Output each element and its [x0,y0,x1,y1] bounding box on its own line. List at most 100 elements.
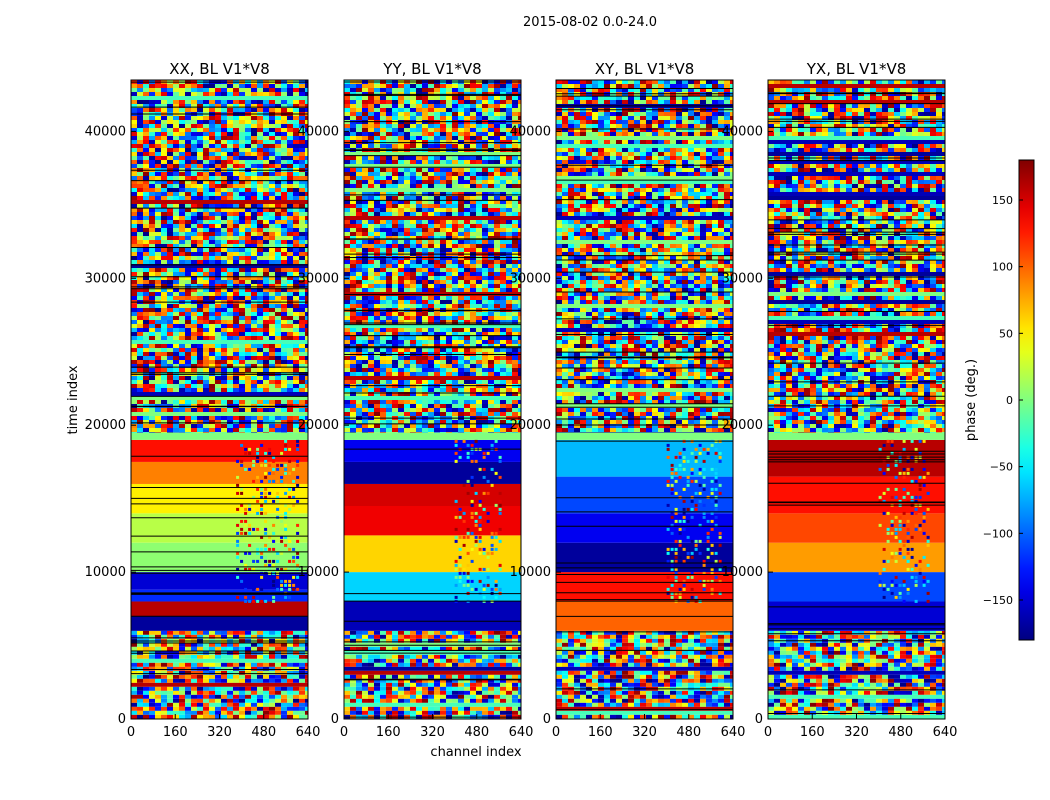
noise-cell [287,316,293,320]
dropout-cell [288,579,292,583]
noise-cell [227,666,233,671]
noise-cell [512,128,518,132]
noise-cell [470,100,476,104]
noise-cell [161,416,167,420]
noise-cell [203,678,209,683]
noise-cell [173,702,179,707]
noise-cell [269,690,275,695]
noise-cell [344,100,350,104]
noise-cell [233,320,239,324]
noise-cell [452,634,458,639]
noise-cell [293,260,299,264]
noise-cell [161,686,167,691]
noise-cell [149,356,155,360]
noise-cell [179,284,185,288]
noise-cell [239,316,245,320]
dropout-cell [272,583,276,587]
noise-cell [257,428,263,432]
noise-cell [173,148,179,152]
noise-cell [221,432,227,433]
noise-cell [203,288,209,292]
noise-cell [239,416,245,420]
noise-cell [191,224,197,228]
noise-cell [440,682,446,687]
noise-cell [239,240,245,244]
noise-cell [512,654,518,659]
noise-cell [263,364,269,368]
noise-cell [203,184,209,188]
noise-cell [233,388,239,392]
noise-cell [476,96,482,100]
noise-cell [131,344,137,348]
noise-cell [233,220,239,224]
noise-cell [215,236,221,240]
noise-cell [203,136,209,140]
noise-cell [446,132,452,136]
noise-cell [251,92,257,96]
noise-cell [185,88,191,92]
noise-cell [197,100,203,104]
noise-cell [476,630,482,635]
noise-cell [299,280,305,284]
noise-cell [374,172,380,176]
noise-cell [179,706,185,711]
noise-cell [263,172,269,176]
noise-cell [410,698,416,703]
noise-cell [368,686,374,691]
noise-cell [374,200,380,204]
noise-cell [143,136,149,140]
noise-cell [344,208,350,212]
noise-cell [251,140,257,144]
noise-cell [422,184,428,188]
noise-cell [173,634,179,639]
noise-cell [233,308,239,312]
dropout-cell [248,467,252,471]
noise-cell [221,244,227,248]
noise-cell [494,116,500,120]
noise-cell [434,124,440,128]
noise-cell [209,428,215,432]
noise-cell [257,224,263,228]
noise-cell [299,216,305,220]
noise-cell [179,208,185,212]
noise-cell [398,212,404,216]
noise-cell [209,128,215,132]
noise-cell [251,304,257,308]
noise-cell [173,416,179,420]
noise-cell [257,416,263,420]
noise-cell [215,220,221,224]
noise-cell [416,124,422,128]
noise-cell [251,144,257,148]
dropout-cell [240,443,244,447]
y-tick-label: 10000 [85,565,126,580]
noise-cell [392,682,398,687]
noise-cell [410,224,416,228]
noise-cell [233,192,239,196]
noise-cell [155,156,161,160]
noise-cell [440,208,446,212]
noise-cell [203,116,209,120]
noise-cell [398,88,404,92]
noise-cell [293,88,299,92]
noise-cell [299,276,305,280]
noise-cell [293,630,299,635]
noise-cell [131,710,137,715]
noise-cell [269,184,275,188]
noise-cell [428,662,434,667]
noise-cell [281,132,287,136]
noise-cell [299,646,305,651]
noise-cell [344,638,350,643]
noise-cell [281,304,287,308]
noise-cell [506,140,512,144]
noise-cell [251,368,257,372]
noise-cell [233,284,239,288]
dropout-cell [280,479,284,483]
noise-cell [506,212,512,216]
noise-cell [155,714,161,719]
phase-band [131,572,308,590]
noise-cell [374,662,380,667]
noise-cell [227,172,233,176]
noise-cell [167,694,173,699]
noise-cell [215,256,221,260]
noise-cell [392,686,398,691]
